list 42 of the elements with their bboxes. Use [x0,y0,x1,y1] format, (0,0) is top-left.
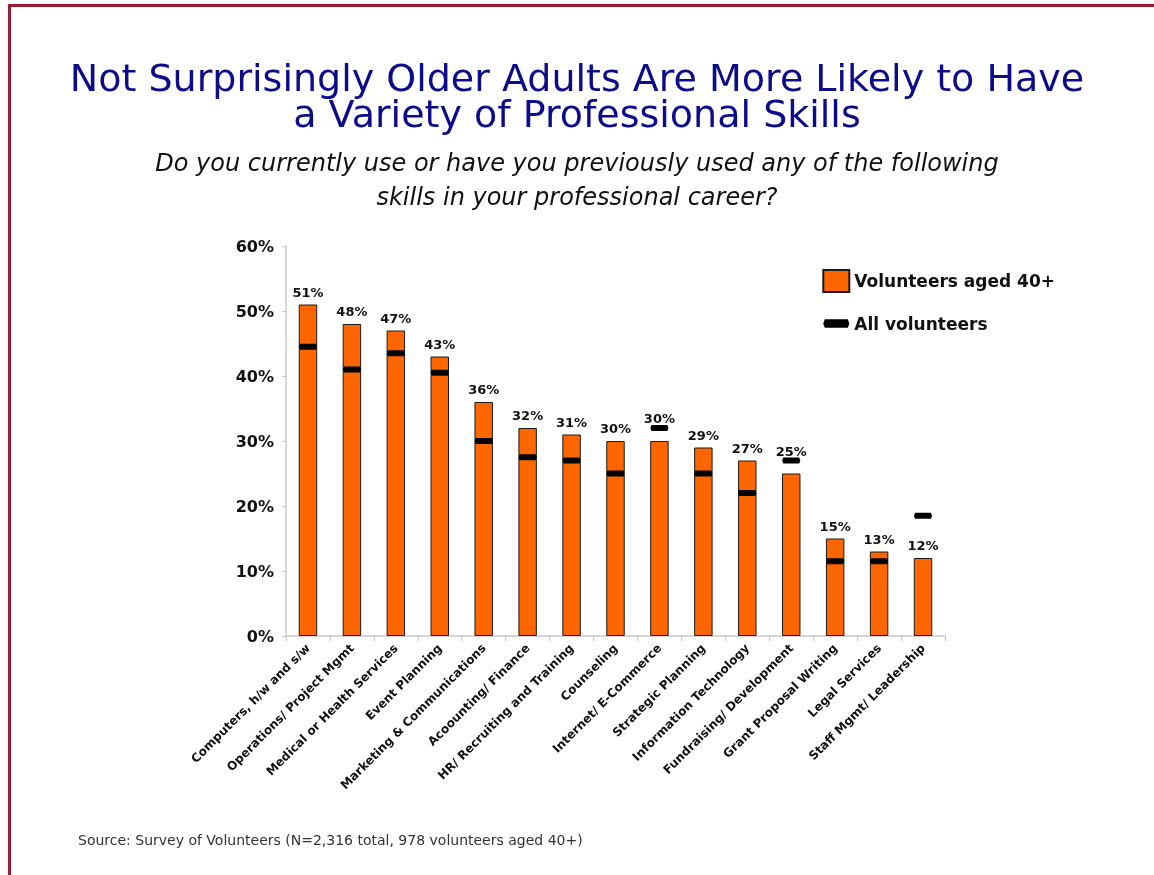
y-tick-label: 50% [235,301,274,321]
data-label: 31% [556,414,588,430]
y-tick-label: 30% [235,431,274,451]
bar [430,356,449,636]
bar [869,551,889,636]
data-label: 30% [599,421,632,436]
bar [386,330,406,636]
y-tick-label: 0% [246,626,274,646]
y-tick-label: 40% [235,366,274,386]
data-label: 27% [731,440,763,456]
data-label: 13% [863,531,895,547]
bar [694,447,713,636]
y-tick-label: 10% [235,561,274,581]
data-label: 48% [336,304,368,319]
bar [298,304,318,636]
bar [474,402,493,636]
data-label: 12% [907,538,939,553]
bar [606,441,625,636]
data-label: 32% [512,408,544,423]
bar [738,460,757,636]
bar [913,558,933,636]
data-label: 30% [643,411,675,426]
source-note: Source: Survey of Volunteers (N=2,316 total, 978 volunteers aged 40+) [78,832,583,848]
data-label: 25% [775,443,807,459]
data-label: 51% [292,284,324,300]
y-tick-label: 60% [235,236,274,256]
bar [342,324,362,636]
legend-label: All volunteers [854,313,988,334]
y-tick-label: 20% [235,496,274,516]
bar [825,538,845,636]
bar [650,441,669,636]
chart-subtitle: Do you currently use or have you previously used any of the following skills in your professional career? [154,148,1000,213]
bar [562,434,581,636]
data-label: 43% [424,336,456,352]
chart-title: Not Surprisingly Older Adults Are More Likely to Have a Variety of Professional Skills [68,56,1086,136]
bar [782,473,801,636]
data-label: 47% [380,310,412,326]
data-label: 36% [468,382,500,397]
bar [518,428,537,636]
legend-label: Volunteers aged 40+ [854,271,1056,291]
data-label: 29% [687,427,719,443]
data-label: 15% [819,518,851,534]
